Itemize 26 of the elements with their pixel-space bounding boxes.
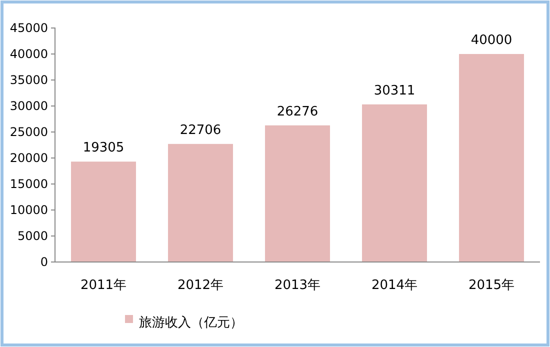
data-label: 22706 bbox=[180, 122, 222, 138]
bar bbox=[168, 144, 233, 262]
y-tick-label: 45000 bbox=[10, 20, 48, 35]
x-tick-label: 2014年 bbox=[371, 278, 418, 294]
x-tick-label: 2013年 bbox=[274, 278, 321, 294]
y-tick-label: 30000 bbox=[10, 98, 48, 113]
y-tick-label: 25000 bbox=[10, 124, 48, 139]
data-label: 30311 bbox=[374, 83, 416, 98]
bar bbox=[459, 54, 524, 262]
data-label: 40000 bbox=[470, 33, 512, 48]
x-tick-label: 2015年 bbox=[468, 278, 515, 294]
data-label: 19305 bbox=[82, 140, 124, 156]
y-tick-label: 5000 bbox=[17, 228, 48, 243]
y-tick-label: 40000 bbox=[10, 46, 48, 61]
data-label: 26276 bbox=[276, 104, 318, 120]
y-tick-label: 20000 bbox=[10, 150, 48, 165]
bar bbox=[362, 104, 427, 262]
y-tick-label: 10000 bbox=[10, 202, 48, 217]
y-tick-label: 0 bbox=[40, 254, 48, 269]
x-tick-label: 2012年 bbox=[177, 278, 224, 294]
bar bbox=[265, 125, 330, 262]
legend-label: 旅游收入（亿元） bbox=[139, 316, 243, 331]
x-tick-label: 2011年 bbox=[80, 278, 127, 294]
y-tick-label: 15000 bbox=[10, 176, 48, 191]
y-tick-label: 35000 bbox=[10, 72, 48, 87]
bar bbox=[71, 162, 136, 262]
